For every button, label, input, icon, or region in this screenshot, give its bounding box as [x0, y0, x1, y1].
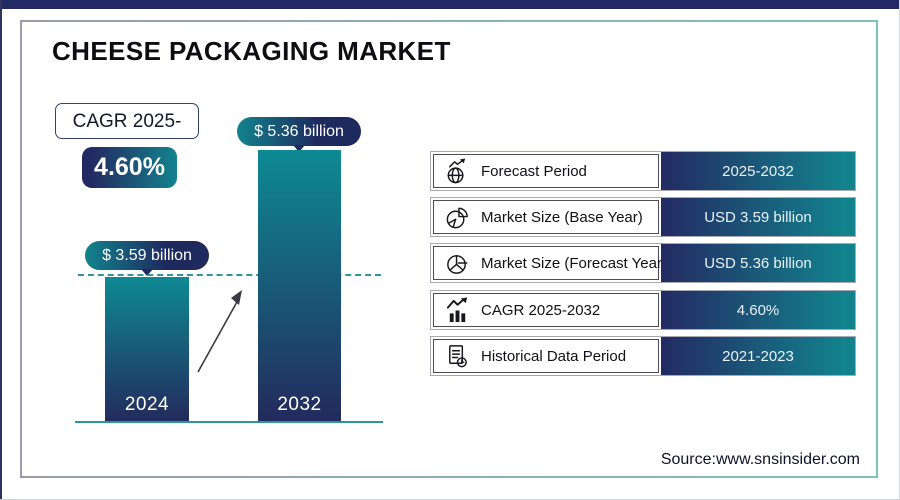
table-row-value: USD 3.59 billion: [661, 198, 855, 236]
pie-slices-icon: [447, 254, 468, 274]
bar-value-callout-2032: $ 5.36 billion: [237, 117, 361, 146]
bar-year-label: 2024: [124, 394, 170, 415]
bar-year-label: 2032: [277, 394, 322, 415]
source-attribution: Source:www.snsinsider.com: [660, 451, 860, 468]
table-row-label-cell: CAGR 2025-2032: [433, 293, 659, 327]
table-row: Forecast Period 2025-2032: [430, 151, 856, 191]
cagr-period-label: CAGR 2025-2032: [55, 103, 199, 168]
bar-growth-icon: [446, 296, 468, 322]
table-row-value: USD 5.36 billion: [661, 244, 855, 282]
table-row: Historical Data Period 2021-2023: [430, 336, 856, 376]
top-accent-bar: [0, 0, 899, 9]
table-row-label-cell: Historical Data Period: [433, 339, 659, 373]
pie-chart-icon: [446, 207, 468, 228]
bar-2032: 2032: [258, 150, 341, 422]
table-row-label-cell: Market Size (Forecast Year): [433, 246, 667, 280]
table-row-label: Market Size (Forecast Year): [481, 254, 667, 272]
cagr-value-badge: 4.60%: [82, 147, 177, 188]
table-row-value: 4.60%: [661, 291, 855, 329]
table-row: Market Size (Base Year) USD 3.59 billion: [430, 197, 856, 237]
bar-2024: 2024: [105, 277, 189, 422]
callout-pointer: [293, 145, 305, 152]
table-row: Market Size (Forecast Year) USD 5.36 bil…: [430, 243, 856, 283]
chart-baseline: [75, 421, 383, 423]
table-row-label-cell: Forecast Period: [433, 154, 659, 188]
table-row-label: Market Size (Base Year): [481, 208, 643, 226]
table-row-value: 2021-2023: [661, 337, 855, 375]
table-row-value: 2025-2032: [661, 152, 855, 190]
bar-value-callout-2024: $ 3.59 billion: [85, 241, 209, 270]
left-accent-edge: [0, 0, 2, 499]
table-row-label: Forecast Period: [481, 162, 587, 180]
reference-dashed-line: [78, 274, 381, 276]
table-row-label-cell: Market Size (Base Year): [433, 200, 659, 234]
page-title: CHEESE PACKAGING MARKET: [52, 36, 451, 66]
globe-trend-icon: [447, 157, 466, 183]
table-row: CAGR 2025-2032 4.60%: [430, 290, 856, 330]
growth-arrow-icon: [197, 290, 242, 373]
callout-pointer: [141, 269, 153, 276]
table-row-label: CAGR 2025-2032: [481, 301, 601, 319]
table-row-label: Historical Data Period: [481, 347, 627, 365]
document-clock-icon: [449, 344, 467, 367]
